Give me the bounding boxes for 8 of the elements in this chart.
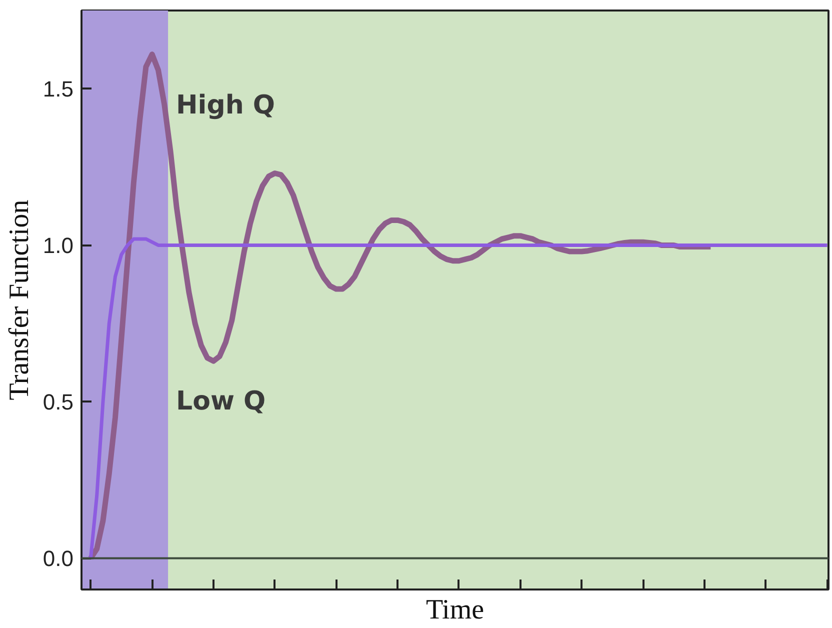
y-tick-label: 1.5 — [42, 76, 74, 102]
y-tick-label: 1.0 — [42, 233, 74, 258]
x-axis-title: Time — [426, 594, 484, 626]
y-tick-label: 0.0 — [42, 546, 74, 572]
annotation: High Q — [176, 90, 275, 120]
y-axis-title: Transfer Function — [4, 200, 35, 400]
y-tick-label: 0.5 — [42, 390, 74, 415]
annotation: Low Q — [176, 386, 266, 416]
